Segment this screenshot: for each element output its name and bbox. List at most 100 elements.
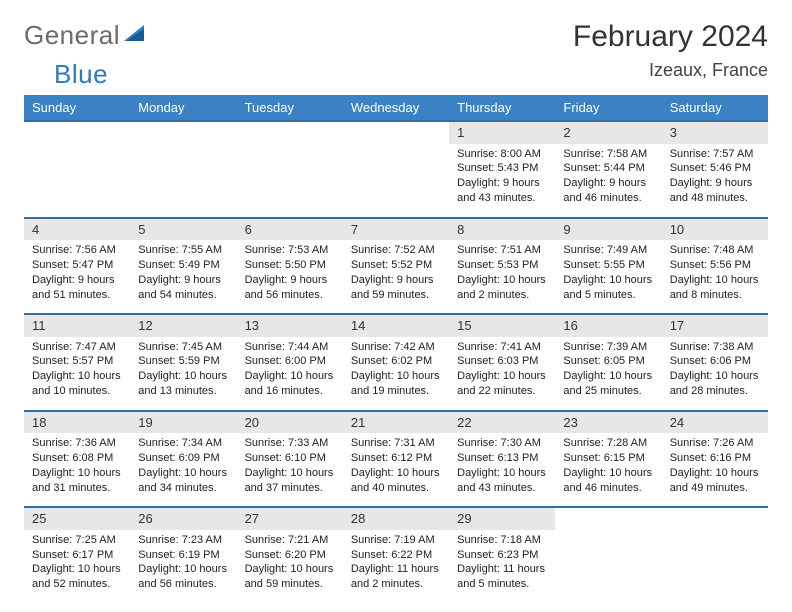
sunset-text: Sunset: 5:47 PM	[32, 258, 122, 273]
sunrise-text: Sunrise: 7:51 AM	[457, 243, 547, 258]
daylight-text: Daylight: 10 hours and 46 minutes.	[563, 466, 653, 496]
day-number-cell	[555, 507, 661, 530]
day-number-cell: 4	[24, 218, 130, 241]
sunset-text: Sunset: 6:22 PM	[351, 548, 441, 563]
location-label: Izeaux, France	[573, 60, 768, 81]
day-number-cell: 7	[343, 218, 449, 241]
day-number-cell: 27	[237, 507, 343, 530]
day-number-cell: 2	[555, 121, 661, 144]
day-content-cell: Sunrise: 7:45 AMSunset: 5:59 PMDaylight:…	[130, 337, 236, 411]
sunrise-text: Sunrise: 7:25 AM	[32, 533, 122, 548]
sunrise-text: Sunrise: 8:00 AM	[457, 147, 547, 162]
sunset-text: Sunset: 6:16 PM	[670, 451, 760, 466]
weekday-header: Monday	[130, 95, 236, 121]
day-number-cell: 17	[662, 314, 768, 337]
brand-text-2: Blue	[54, 59, 108, 90]
sunset-text: Sunset: 6:03 PM	[457, 354, 547, 369]
sunset-text: Sunset: 5:43 PM	[457, 161, 547, 176]
day-number-cell: 19	[130, 411, 236, 434]
sunrise-text: Sunrise: 7:33 AM	[245, 436, 335, 451]
sunrise-text: Sunrise: 7:57 AM	[670, 147, 760, 162]
sunrise-text: Sunrise: 7:44 AM	[245, 340, 335, 355]
day-number-cell: 3	[662, 121, 768, 144]
sunset-text: Sunset: 6:09 PM	[138, 451, 228, 466]
day-content-cell: Sunrise: 7:38 AMSunset: 6:06 PMDaylight:…	[662, 337, 768, 411]
day-content-row: Sunrise: 7:56 AMSunset: 5:47 PMDaylight:…	[24, 240, 768, 314]
day-content-cell: Sunrise: 7:52 AMSunset: 5:52 PMDaylight:…	[343, 240, 449, 314]
day-content-cell: Sunrise: 7:58 AMSunset: 5:44 PMDaylight:…	[555, 144, 661, 218]
day-number-cell: 21	[343, 411, 449, 434]
sunrise-text: Sunrise: 7:42 AM	[351, 340, 441, 355]
day-number-cell: 5	[130, 218, 236, 241]
month-title: February 2024	[573, 20, 768, 54]
day-content-cell: Sunrise: 7:41 AMSunset: 6:03 PMDaylight:…	[449, 337, 555, 411]
day-content-cell: Sunrise: 7:49 AMSunset: 5:55 PMDaylight:…	[555, 240, 661, 314]
sunrise-text: Sunrise: 7:30 AM	[457, 436, 547, 451]
daylight-text: Daylight: 10 hours and 34 minutes.	[138, 466, 228, 496]
sunset-text: Sunset: 6:12 PM	[351, 451, 441, 466]
sunrise-text: Sunrise: 7:58 AM	[563, 147, 653, 162]
daylight-text: Daylight: 10 hours and 16 minutes.	[245, 369, 335, 399]
sunrise-text: Sunrise: 7:31 AM	[351, 436, 441, 451]
daylight-text: Daylight: 11 hours and 2 minutes.	[351, 562, 441, 592]
day-content-row: Sunrise: 7:36 AMSunset: 6:08 PMDaylight:…	[24, 433, 768, 507]
daylight-text: Daylight: 10 hours and 5 minutes.	[563, 273, 653, 303]
day-number-row: 45678910	[24, 218, 768, 241]
sunset-text: Sunset: 6:20 PM	[245, 548, 335, 563]
weekday-header: Saturday	[662, 95, 768, 121]
day-number-cell: 26	[130, 507, 236, 530]
day-content-cell: Sunrise: 7:26 AMSunset: 6:16 PMDaylight:…	[662, 433, 768, 507]
daylight-text: Daylight: 9 hours and 51 minutes.	[32, 273, 122, 303]
daylight-text: Daylight: 10 hours and 2 minutes.	[457, 273, 547, 303]
day-number-cell: 20	[237, 411, 343, 434]
sunset-text: Sunset: 6:06 PM	[670, 354, 760, 369]
sunrise-text: Sunrise: 7:53 AM	[245, 243, 335, 258]
day-content-cell: Sunrise: 7:34 AMSunset: 6:09 PMDaylight:…	[130, 433, 236, 507]
sunset-text: Sunset: 6:05 PM	[563, 354, 653, 369]
day-number-cell: 8	[449, 218, 555, 241]
daylight-text: Daylight: 9 hours and 54 minutes.	[138, 273, 228, 303]
day-content-cell: Sunrise: 7:56 AMSunset: 5:47 PMDaylight:…	[24, 240, 130, 314]
day-number-cell	[130, 121, 236, 144]
sunrise-text: Sunrise: 7:21 AM	[245, 533, 335, 548]
day-content-cell	[237, 144, 343, 218]
day-content-cell: Sunrise: 7:18 AMSunset: 6:23 PMDaylight:…	[449, 530, 555, 604]
sunrise-text: Sunrise: 7:48 AM	[670, 243, 760, 258]
day-content-row: Sunrise: 7:25 AMSunset: 6:17 PMDaylight:…	[24, 530, 768, 604]
day-content-cell: Sunrise: 7:55 AMSunset: 5:49 PMDaylight:…	[130, 240, 236, 314]
daylight-text: Daylight: 10 hours and 56 minutes.	[138, 562, 228, 592]
title-block: February 2024 Izeaux, France	[573, 20, 768, 81]
daylight-text: Daylight: 10 hours and 59 minutes.	[245, 562, 335, 592]
day-number-row: 11121314151617	[24, 314, 768, 337]
day-number-cell: 29	[449, 507, 555, 530]
sunrise-text: Sunrise: 7:45 AM	[138, 340, 228, 355]
weekday-header: Tuesday	[237, 95, 343, 121]
day-number-cell	[24, 121, 130, 144]
day-content-cell	[555, 530, 661, 604]
day-content-cell: Sunrise: 7:36 AMSunset: 6:08 PMDaylight:…	[24, 433, 130, 507]
sunrise-text: Sunrise: 7:28 AM	[563, 436, 653, 451]
sunrise-text: Sunrise: 7:56 AM	[32, 243, 122, 258]
sunset-text: Sunset: 5:56 PM	[670, 258, 760, 273]
sunset-text: Sunset: 6:19 PM	[138, 548, 228, 563]
daylight-text: Daylight: 9 hours and 46 minutes.	[563, 176, 653, 206]
sunset-text: Sunset: 5:55 PM	[563, 258, 653, 273]
brand-triangle-icon	[124, 23, 146, 48]
sunset-text: Sunset: 5:53 PM	[457, 258, 547, 273]
sunset-text: Sunset: 5:50 PM	[245, 258, 335, 273]
sunset-text: Sunset: 6:08 PM	[32, 451, 122, 466]
brand-logo: General	[24, 20, 148, 51]
day-number-cell: 15	[449, 314, 555, 337]
day-content-cell: Sunrise: 7:51 AMSunset: 5:53 PMDaylight:…	[449, 240, 555, 314]
day-number-cell	[662, 507, 768, 530]
day-number-cell: 14	[343, 314, 449, 337]
day-content-cell: Sunrise: 7:39 AMSunset: 6:05 PMDaylight:…	[555, 337, 661, 411]
day-content-cell: Sunrise: 7:21 AMSunset: 6:20 PMDaylight:…	[237, 530, 343, 604]
day-number-cell	[237, 121, 343, 144]
day-content-cell: Sunrise: 7:44 AMSunset: 6:00 PMDaylight:…	[237, 337, 343, 411]
sunset-text: Sunset: 6:02 PM	[351, 354, 441, 369]
daylight-text: Daylight: 10 hours and 19 minutes.	[351, 369, 441, 399]
sunset-text: Sunset: 5:46 PM	[670, 161, 760, 176]
daylight-text: Daylight: 9 hours and 56 minutes.	[245, 273, 335, 303]
day-number-cell: 18	[24, 411, 130, 434]
